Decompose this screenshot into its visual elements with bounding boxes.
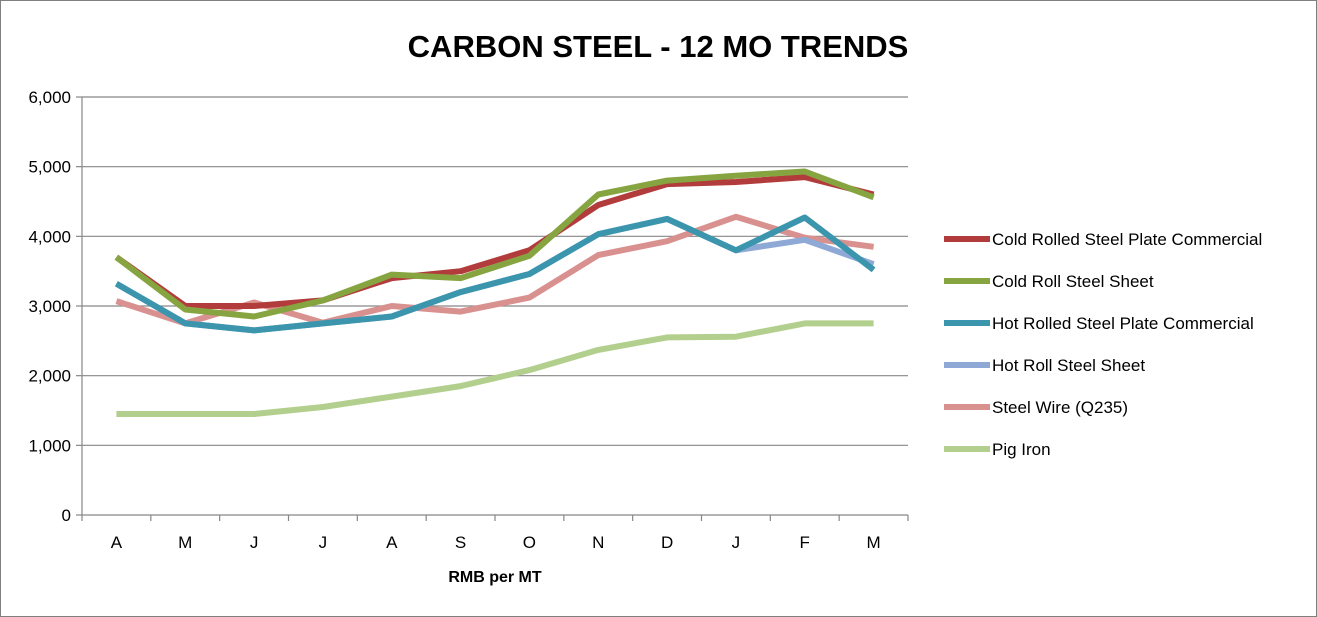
x-tick-label: J	[732, 533, 741, 552]
x-tick-label: S	[455, 533, 466, 552]
x-tick-label: A	[111, 533, 123, 552]
series-line	[114, 174, 875, 309]
y-tick-label: 6,000	[28, 88, 71, 107]
axes: 0 1,000 2,000 3,000 4,000 5,000 6,000 A M J J A S O N D…	[28, 88, 909, 552]
series-line	[114, 214, 876, 334]
legend-label: Pig Iron	[992, 440, 1051, 459]
y-tick-label: 0	[62, 506, 71, 525]
gridlines	[82, 96, 908, 446]
y-tick-label: 4,000	[28, 227, 71, 246]
y-tick-label: 1,000	[28, 436, 71, 455]
chart-title: CARBON STEEL - 12 MO TRENDS	[408, 29, 909, 64]
x-tick-label: A	[386, 533, 398, 552]
legend: Cold Rolled Steel Plate Commercial Cold R…	[944, 230, 1262, 459]
x-tick-label: J	[319, 533, 328, 552]
legend-label: Hot Rolled Steel Plate Commercial	[992, 314, 1254, 333]
x-tick-label: F	[800, 533, 810, 552]
series-line	[116, 320, 874, 417]
x-tick-label: O	[523, 533, 536, 552]
legend-label: Cold Rolled Steel Plate Commercial	[992, 230, 1262, 249]
x-axis-title: RMB per MT	[448, 569, 542, 586]
series-line	[114, 168, 875, 320]
x-tick-label: M	[178, 533, 192, 552]
y-tick-label: 5,000	[28, 158, 71, 177]
x-tick-label: N	[592, 533, 604, 552]
legend-label: Hot Roll Steel Sheet	[992, 356, 1145, 375]
x-tick-label: M	[866, 533, 880, 552]
series-lines	[114, 168, 876, 417]
legend-label: Steel Wire (Q235)	[992, 398, 1128, 417]
y-tick-label: 3,000	[28, 297, 71, 316]
x-tick-label: D	[661, 533, 673, 552]
legend-label: Cold Roll Steel Sheet	[992, 272, 1154, 291]
x-tick-label: J	[250, 533, 259, 552]
y-tick-label: 2,000	[28, 367, 71, 386]
